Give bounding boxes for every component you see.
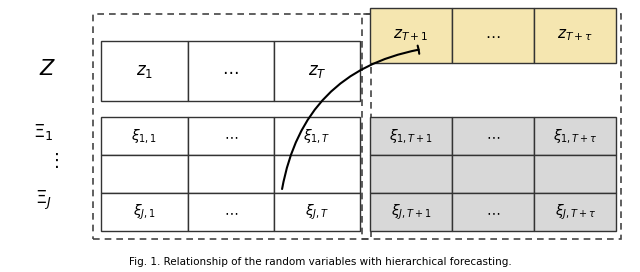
Bar xyxy=(452,8,534,63)
Text: $Z$: $Z$ xyxy=(40,59,56,79)
Bar xyxy=(101,155,188,193)
Bar xyxy=(101,193,188,231)
Text: $\cdots$: $\cdots$ xyxy=(486,129,500,143)
Text: $\xi_{J,1}$: $\xi_{J,1}$ xyxy=(133,203,156,222)
Text: $\cdots$: $\cdots$ xyxy=(223,129,238,143)
Bar xyxy=(274,41,360,101)
Bar xyxy=(93,14,371,239)
Bar xyxy=(274,117,360,155)
Bar xyxy=(534,8,616,63)
Text: $\Xi_J$: $\Xi_J$ xyxy=(35,188,52,212)
Bar xyxy=(534,117,616,155)
Bar xyxy=(370,193,452,231)
Text: $\xi_{J,T+1}$: $\xi_{J,T+1}$ xyxy=(390,203,431,222)
Text: $\cdots$: $\cdots$ xyxy=(486,205,500,219)
Bar xyxy=(370,117,452,155)
Bar xyxy=(274,155,360,193)
Bar xyxy=(452,117,534,155)
Text: Fig. 1. Relationship of the random variables with hierarchical forecasting.: Fig. 1. Relationship of the random varia… xyxy=(129,256,511,267)
Bar xyxy=(101,41,188,101)
Bar xyxy=(370,155,452,193)
Bar xyxy=(534,193,616,231)
Bar xyxy=(452,193,534,231)
Text: $\xi_{J,T+\tau}$: $\xi_{J,T+\tau}$ xyxy=(554,203,596,222)
Text: $\xi_{1,T}$: $\xi_{1,T}$ xyxy=(303,127,331,145)
Text: $z_T$: $z_T$ xyxy=(308,62,326,80)
Bar xyxy=(534,155,616,193)
Text: $\xi_{1,1}$: $\xi_{1,1}$ xyxy=(131,127,157,145)
Text: $\vdots$: $\vdots$ xyxy=(47,151,59,170)
Text: $\xi_{J,T}$: $\xi_{J,T}$ xyxy=(305,203,329,222)
Bar xyxy=(274,193,360,231)
Text: $z_1$: $z_1$ xyxy=(136,62,153,80)
Bar xyxy=(370,8,452,63)
Text: $z_{T+\tau}$: $z_{T+\tau}$ xyxy=(557,27,593,43)
Bar xyxy=(101,117,188,155)
Bar xyxy=(452,155,534,193)
Bar xyxy=(188,193,274,231)
Bar xyxy=(188,155,274,193)
Text: $\xi_{1,T+1}$: $\xi_{1,T+1}$ xyxy=(389,127,433,145)
Bar xyxy=(362,14,621,239)
Text: $\cdots$: $\cdots$ xyxy=(223,205,238,219)
Text: $\xi_{1,T+\tau}$: $\xi_{1,T+\tau}$ xyxy=(553,127,598,145)
Bar xyxy=(188,117,274,155)
Text: $z_{T+1}$: $z_{T+1}$ xyxy=(394,27,429,43)
Text: $\cdots$: $\cdots$ xyxy=(485,28,501,43)
Text: $\Xi_1$: $\Xi_1$ xyxy=(33,122,54,142)
Text: $\cdots$: $\cdots$ xyxy=(223,62,239,80)
Bar xyxy=(188,41,274,101)
